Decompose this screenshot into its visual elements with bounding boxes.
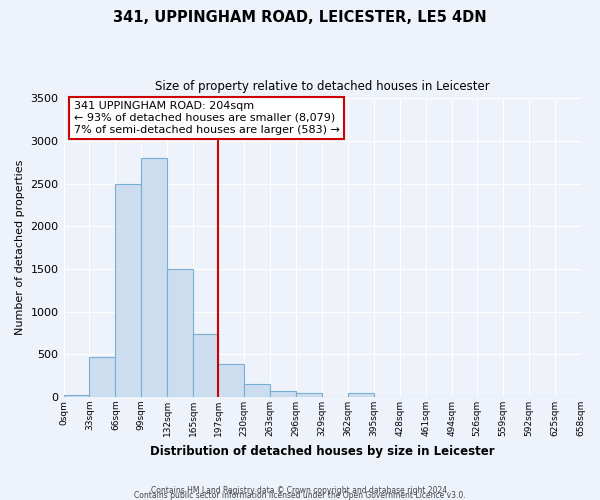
Bar	[244, 384, 270, 397]
Text: 341, UPPINGHAM ROAD, LEICESTER, LE5 4DN: 341, UPPINGHAM ROAD, LEICESTER, LE5 4DN	[113, 10, 487, 25]
Bar	[115, 184, 142, 397]
Bar	[348, 392, 374, 397]
Bar	[218, 364, 244, 397]
Bar	[64, 395, 89, 397]
Bar	[142, 158, 167, 397]
Text: Contains HM Land Registry data © Crown copyright and database right 2024.: Contains HM Land Registry data © Crown c…	[151, 486, 449, 495]
Bar	[270, 392, 296, 397]
Y-axis label: Number of detached properties: Number of detached properties	[15, 160, 25, 336]
Bar	[89, 357, 115, 397]
Bar	[167, 269, 193, 397]
Text: 341 UPPINGHAM ROAD: 204sqm
← 93% of detached houses are smaller (8,079)
7% of se: 341 UPPINGHAM ROAD: 204sqm ← 93% of deta…	[74, 102, 340, 134]
Bar	[193, 334, 218, 397]
Text: Contains public sector information licensed under the Open Government Licence v3: Contains public sector information licen…	[134, 491, 466, 500]
X-axis label: Distribution of detached houses by size in Leicester: Distribution of detached houses by size …	[150, 444, 494, 458]
Bar	[296, 392, 322, 397]
Title: Size of property relative to detached houses in Leicester: Size of property relative to detached ho…	[155, 80, 490, 93]
